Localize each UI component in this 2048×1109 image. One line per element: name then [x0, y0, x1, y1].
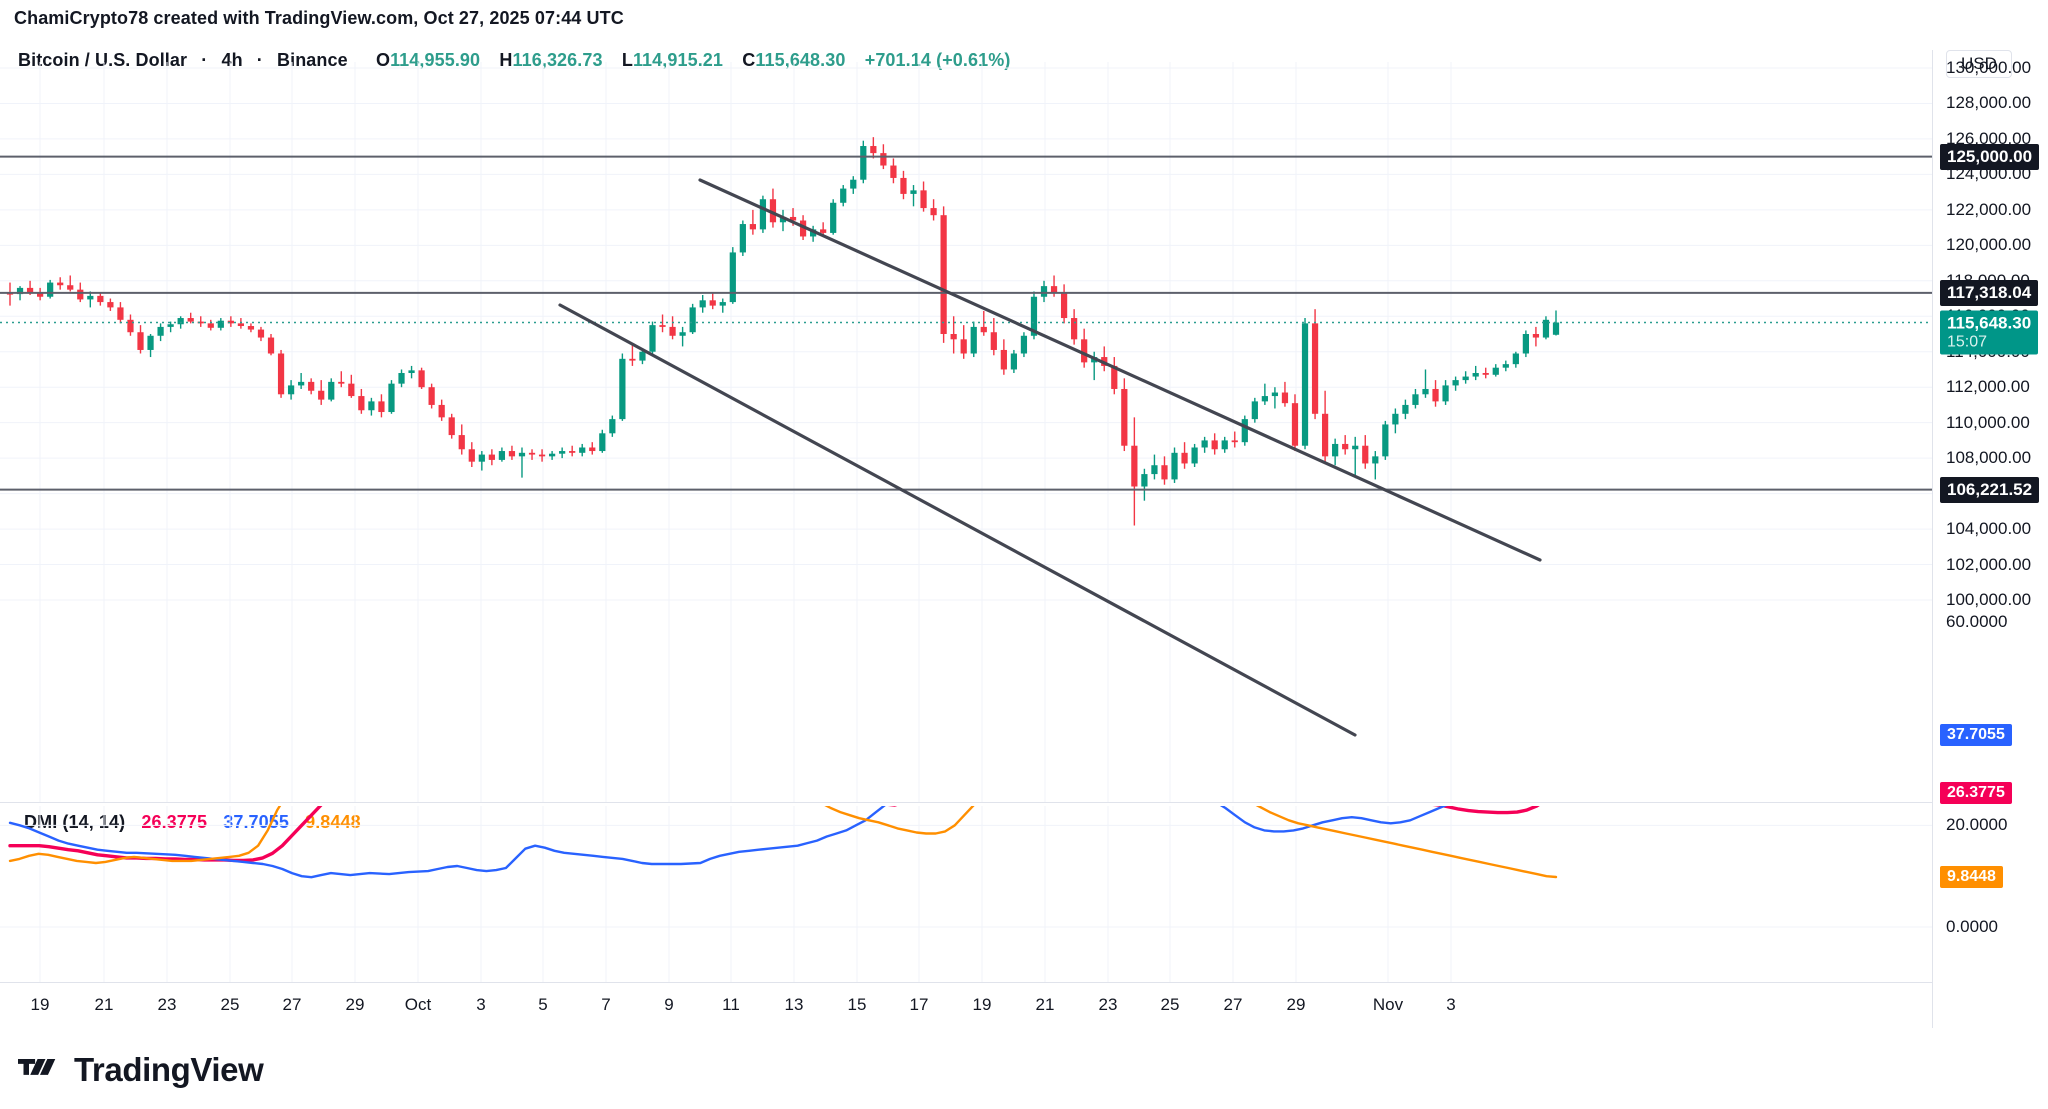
low-value: 114,915.21 — [632, 50, 724, 70]
dmi-minus-di-value: 9.8448 — [305, 812, 361, 832]
time-tick-label: 17 — [909, 995, 929, 1014]
price-tick-label: 102,000.00 — [1946, 554, 2032, 574]
time-tick-label: 11 — [722, 995, 740, 1014]
dmi-name[interactable]: DMI (14, 14) — [24, 812, 126, 832]
price-tick-label: 126,000.00 — [1946, 128, 2032, 148]
time-tick-label: 3 — [1446, 995, 1456, 1014]
attribution-text: ChamiCrypto78 created with TradingView.c… — [14, 8, 624, 28]
price-tick-label: 110,000.00 — [1946, 412, 2030, 432]
dmi-value-tag[interactable]: 37.7055 — [1940, 724, 2012, 747]
dmi-indicator-pane[interactable] — [0, 806, 1932, 982]
price-tick-label: 104,000.00 — [1946, 519, 2032, 539]
time-tick-label: 3 — [476, 995, 486, 1014]
dmi-adx-value: 26.3775 — [141, 812, 208, 832]
time-tick-label: 15 — [847, 995, 867, 1014]
time-tick-label: 25 — [1160, 995, 1180, 1014]
price-level-tag[interactable]: 117,318.04 — [1940, 279, 2039, 306]
last-price-tag[interactable]: 115,648.30 15:07 — [1940, 310, 2039, 355]
dmi-tick-label: 60.0000 — [1946, 612, 2008, 631]
open-value: 114,955.90 — [390, 50, 481, 70]
high-value: 116,326.73 — [512, 50, 603, 70]
time-tick-label: 29 — [345, 995, 365, 1014]
legend-dot-1: · — [201, 50, 208, 70]
currency-chip[interactable]: USD — [1946, 50, 2012, 78]
last-price-value: 115,648.30 — [1947, 313, 2032, 333]
time-tick-label: 23 — [157, 995, 177, 1014]
dmi-value-tag[interactable]: 9.8448 — [1940, 865, 2003, 888]
time-tick-label: Oct — [404, 995, 432, 1014]
time-tick-label: 5 — [538, 995, 548, 1014]
price-chart-pane[interactable] — [0, 62, 1932, 802]
symbol-name[interactable]: Bitcoin / U.S. Dollar — [18, 50, 188, 70]
price-level-tag[interactable]: 106,221.52 — [1940, 476, 2040, 503]
pane-divider — [0, 802, 1932, 803]
time-tick-label: 23 — [1098, 995, 1118, 1014]
time-tick-label: 29 — [1286, 995, 1306, 1014]
time-tick-label: 21 — [1035, 995, 1055, 1014]
dmi-value-tag[interactable]: 26.3775 — [1940, 781, 2012, 804]
price-tick-label: 128,000.00 — [1946, 93, 2032, 113]
price-tick-label: 120,000.00 — [1946, 235, 2032, 255]
time-tick-label: 19 — [972, 995, 992, 1014]
dmi-plus-di-value: 37.7055 — [223, 812, 289, 832]
dmi-chart-svg — [0, 806, 1932, 982]
price-chart-svg — [0, 62, 1932, 802]
price-axis[interactable]: USD 130,000.00 128,000.00 126,000.00 124,00… — [1932, 50, 2048, 982]
exchange-label[interactable]: Binance — [277, 50, 348, 70]
time-tick-label: 7 — [601, 995, 611, 1014]
time-tick-label: 13 — [784, 995, 804, 1014]
dmi-legend[interactable]: DMI (14, 14) 26.3775 37.7055 9.8448 — [24, 812, 361, 833]
price-level-tag[interactable]: 125,000.00 — [1940, 143, 2040, 170]
close-value: 115,648.30 — [755, 50, 846, 70]
time-tick-label: 19 — [30, 995, 50, 1014]
time-tick-label: 25 — [220, 995, 240, 1014]
time-tick-label: 27 — [1223, 995, 1243, 1014]
price-tick-label: 108,000.00 — [1946, 448, 2032, 468]
axis-divider — [1932, 50, 1933, 1028]
countdown-timer: 15:07 — [1947, 333, 1988, 351]
tradingview-wordmark: TradingView — [74, 1051, 264, 1088]
close-label: C — [742, 50, 756, 70]
interval-label[interactable]: 4h — [221, 50, 243, 70]
price-tick-label: 112,000.00 — [1946, 377, 2030, 397]
time-axis[interactable]: 19 21 23 25 27 29 Oct 3 5 7 9 11 13 15 17 19 21 23 25 27 29 N… — [0, 982, 1932, 1028]
price-tick-label: 100,000.00 — [1946, 590, 2032, 609]
open-label: O — [375, 50, 391, 70]
dmi-tick-label: 0.0000 — [1946, 917, 1998, 936]
high-label: H — [499, 50, 513, 70]
tradingview-logo-icon — [18, 1059, 56, 1075]
price-tick-label: 122,000.00 — [1946, 199, 2032, 219]
footer-branding: TradingView — [18, 1048, 264, 1092]
symbol-legend[interactable]: Bitcoin / U.S. Dollar · 4h · Binance O11… — [18, 50, 1010, 71]
low-label: L — [621, 50, 633, 70]
time-tick-label: 21 — [94, 995, 114, 1014]
change-value: +701.14 (+0.61%) — [864, 50, 1011, 70]
time-tick-label: 27 — [282, 995, 302, 1014]
time-tick-label: 9 — [664, 995, 674, 1014]
time-tick-label: Nov — [1372, 995, 1404, 1014]
legend-dot-2: · — [256, 50, 263, 70]
price-tick-label: 130,000.00 — [1946, 58, 2032, 77]
dmi-tick-label: 20.0000 — [1946, 815, 2008, 835]
